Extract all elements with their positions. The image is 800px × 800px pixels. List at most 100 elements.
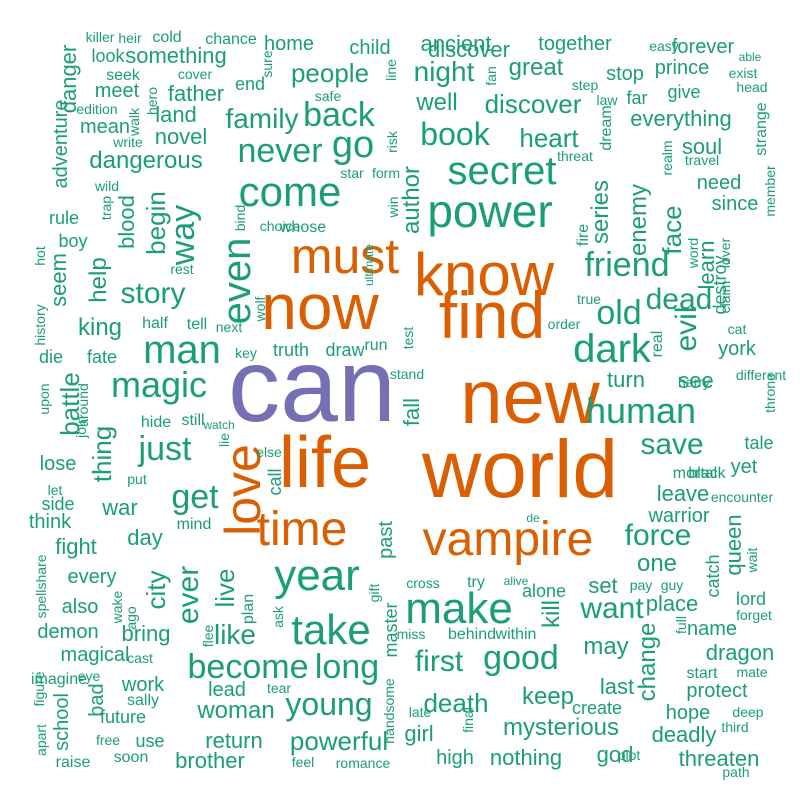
word-black: black xyxy=(688,465,726,482)
word-threaten: threaten xyxy=(678,746,760,771)
word-edition: edition xyxy=(76,101,118,117)
word-story: story xyxy=(120,277,186,310)
word-let: let xyxy=(47,482,63,498)
word-create: create xyxy=(571,698,623,718)
word-fall: fall xyxy=(399,397,424,427)
word-imagine: imagine xyxy=(30,671,88,688)
word-late: late xyxy=(408,704,432,720)
word-alone: alone xyxy=(521,581,567,601)
word-truth: truth xyxy=(272,340,310,360)
word-also: also xyxy=(61,596,99,618)
word-woman: woman xyxy=(197,697,275,724)
word-watch: watch xyxy=(203,418,235,432)
word-lead: lead xyxy=(208,679,246,701)
word-cast: cast xyxy=(127,650,153,666)
word-harry: harry xyxy=(678,374,710,390)
word-discover: discover xyxy=(428,37,510,62)
word-fate: fate xyxy=(86,347,118,367)
word-third: third xyxy=(721,719,749,735)
word-share: share xyxy=(33,554,49,590)
word-final: final xyxy=(460,707,476,733)
word-hide: hide xyxy=(140,414,172,431)
word-face: face xyxy=(657,205,687,255)
word-young: young xyxy=(285,686,373,722)
word-cross: cross xyxy=(406,575,440,591)
word-force: force xyxy=(624,519,692,552)
word-queen: queen xyxy=(721,514,746,576)
word-order: order xyxy=(547,316,581,332)
word-together: together xyxy=(538,33,612,55)
word-stand: stand xyxy=(389,366,425,382)
word-threat: threat xyxy=(557,148,593,164)
word-great: great xyxy=(508,54,564,81)
word-plot: plot xyxy=(617,747,641,763)
word-ancient: ancient xyxy=(420,31,492,56)
word-find: find xyxy=(438,278,546,352)
word-dead: dead xyxy=(645,283,713,316)
word-just: just xyxy=(138,430,192,468)
word-mate: mate xyxy=(736,664,768,680)
word-place: place xyxy=(645,591,699,616)
word-one: one xyxy=(636,550,678,577)
word-enemy: enemy xyxy=(625,183,652,257)
word-trap: trap xyxy=(98,195,114,221)
word-past: past xyxy=(375,521,397,559)
word-catch: catch xyxy=(703,554,723,598)
word-begin: begin xyxy=(141,191,171,255)
word-tell: tell xyxy=(186,316,208,333)
word-word: word xyxy=(685,237,701,269)
word-set: set xyxy=(588,573,618,598)
word-run: run xyxy=(364,337,388,354)
word-new: new xyxy=(460,355,600,440)
word-vampire: vampire xyxy=(422,513,594,566)
word-high: high xyxy=(436,747,474,769)
word-lose: lose xyxy=(39,453,77,475)
word-call: call xyxy=(265,468,285,496)
word-may: may xyxy=(583,633,629,660)
word-dark: dark xyxy=(573,327,651,371)
word-claim: claim xyxy=(717,280,733,314)
word-boy: boy xyxy=(58,231,88,251)
word-soul: soul xyxy=(681,134,723,159)
word-wake: wake xyxy=(109,590,125,624)
word-give: give xyxy=(667,82,701,102)
word-encounter: encounter xyxy=(710,489,774,505)
word-law: law xyxy=(596,92,618,108)
word-fan: fan xyxy=(483,66,499,86)
word-people: people xyxy=(290,58,370,88)
word-spell: spell xyxy=(33,589,49,619)
word-exist: exist xyxy=(728,65,758,81)
word-never: never xyxy=(237,132,323,170)
word-take: take xyxy=(291,606,371,653)
word-go: go xyxy=(331,124,375,166)
word-powerful: powerful xyxy=(289,726,389,756)
word-wild: wild xyxy=(94,178,120,194)
word-long: long xyxy=(314,648,380,686)
word-realm: realm xyxy=(659,140,675,176)
word-look: look xyxy=(91,46,125,66)
word-every: every xyxy=(67,566,117,588)
word-sally: sally xyxy=(126,692,160,709)
word-safe: safe xyxy=(314,88,342,104)
word-within: within xyxy=(495,626,537,643)
word-stop: stop xyxy=(606,63,644,85)
word-else: else xyxy=(256,444,282,460)
word-seek: seek xyxy=(106,67,140,84)
word-can: can xyxy=(228,328,396,444)
word-old: old xyxy=(596,294,642,332)
word-help: help xyxy=(85,257,112,303)
word-brother: brother xyxy=(175,748,245,773)
word-de: de xyxy=(526,511,540,525)
word-hope: hope xyxy=(665,702,711,724)
word-forget: forget xyxy=(736,607,772,623)
word-cat: cat xyxy=(727,321,747,337)
word-child: child xyxy=(349,37,391,59)
word-bind: bind xyxy=(232,204,248,232)
word-life: life xyxy=(278,423,372,503)
word-eye: eye xyxy=(77,668,101,684)
word-deadly: deadly xyxy=(651,722,717,747)
word-bring: bring xyxy=(121,621,171,646)
word-alive: alive xyxy=(503,574,529,588)
word-easy: easy xyxy=(649,38,679,54)
